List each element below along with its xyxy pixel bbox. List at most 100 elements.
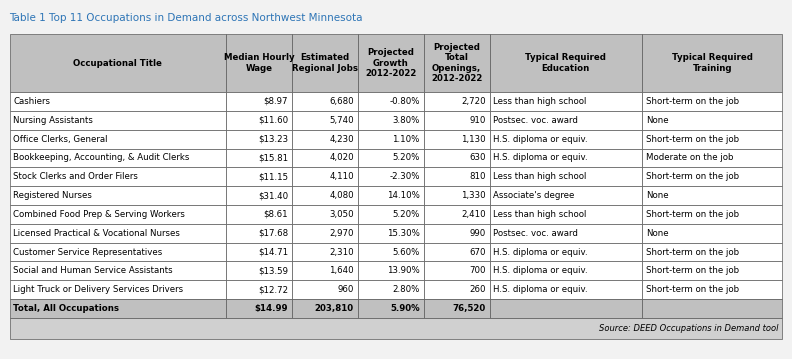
Bar: [642, 92, 782, 111]
Text: $13.59: $13.59: [258, 266, 288, 275]
Bar: [489, 299, 642, 318]
Text: Estimated
Regional Jobs: Estimated Regional Jobs: [292, 53, 358, 73]
Text: Typical Required
Training: Typical Required Training: [672, 53, 752, 73]
Text: $17.68: $17.68: [258, 229, 288, 238]
Text: Bookkeeping, Accounting, & Audit Clerks: Bookkeeping, Accounting, & Audit Clerks: [13, 153, 190, 162]
Text: None: None: [646, 191, 668, 200]
Text: H.S. diploma or equiv.: H.S. diploma or equiv.: [493, 285, 588, 294]
Text: Less than high school: Less than high school: [493, 210, 587, 219]
Bar: [489, 186, 642, 205]
Bar: [292, 130, 358, 149]
Bar: [292, 280, 358, 299]
Bar: [358, 130, 424, 149]
Bar: [292, 111, 358, 130]
Text: Short-term on the job: Short-term on the job: [646, 285, 739, 294]
Text: $11.15: $11.15: [258, 172, 288, 181]
Bar: [489, 205, 642, 224]
Text: $11.60: $11.60: [258, 116, 288, 125]
Text: Social and Human Service Assistants: Social and Human Service Assistants: [13, 266, 173, 275]
Text: Less than high school: Less than high school: [493, 97, 587, 106]
Bar: [227, 167, 292, 186]
Text: $14.71: $14.71: [258, 248, 288, 257]
Text: Projected
Growth
2012-2022: Projected Growth 2012-2022: [365, 48, 417, 78]
Text: Postsec. voc. award: Postsec. voc. award: [493, 116, 578, 125]
Bar: [358, 34, 424, 92]
Bar: [358, 186, 424, 205]
Text: 990: 990: [470, 229, 485, 238]
Bar: [358, 167, 424, 186]
Text: Short-term on the job: Short-term on the job: [646, 135, 739, 144]
Bar: [489, 111, 642, 130]
Bar: [642, 280, 782, 299]
Bar: [10, 149, 227, 167]
Text: Short-term on the job: Short-term on the job: [646, 210, 739, 219]
Text: 5.60%: 5.60%: [392, 248, 420, 257]
Text: 4,020: 4,020: [329, 153, 354, 162]
Bar: [10, 205, 227, 224]
Text: 4,230: 4,230: [329, 135, 354, 144]
Text: Short-term on the job: Short-term on the job: [646, 97, 739, 106]
Text: 4,080: 4,080: [329, 191, 354, 200]
Bar: [292, 34, 358, 92]
Bar: [10, 280, 227, 299]
Bar: [292, 224, 358, 243]
Bar: [424, 34, 489, 92]
Bar: [10, 111, 227, 130]
Bar: [424, 130, 489, 149]
Text: 13.90%: 13.90%: [387, 266, 420, 275]
Text: 5.20%: 5.20%: [392, 153, 420, 162]
Text: None: None: [646, 116, 668, 125]
Text: 5.90%: 5.90%: [390, 304, 420, 313]
Bar: [10, 261, 227, 280]
Bar: [642, 167, 782, 186]
Bar: [642, 299, 782, 318]
Text: Stock Clerks and Order Filers: Stock Clerks and Order Filers: [13, 172, 139, 181]
Bar: [10, 318, 782, 339]
Bar: [424, 243, 489, 261]
Bar: [292, 243, 358, 261]
Text: 3,050: 3,050: [329, 210, 354, 219]
Bar: [424, 280, 489, 299]
Bar: [424, 111, 489, 130]
Text: 2,720: 2,720: [461, 97, 485, 106]
Bar: [358, 205, 424, 224]
Bar: [292, 92, 358, 111]
Bar: [424, 92, 489, 111]
Text: $13.23: $13.23: [258, 135, 288, 144]
Text: 3.80%: 3.80%: [392, 116, 420, 125]
Text: H.S. diploma or equiv.: H.S. diploma or equiv.: [493, 153, 588, 162]
Bar: [642, 130, 782, 149]
Bar: [358, 149, 424, 167]
Text: Licensed Practical & Vocational Nurses: Licensed Practical & Vocational Nurses: [13, 229, 181, 238]
Text: Typical Required
Education: Typical Required Education: [525, 53, 606, 73]
Bar: [424, 205, 489, 224]
Text: 260: 260: [469, 285, 485, 294]
Bar: [489, 280, 642, 299]
Text: $12.72: $12.72: [258, 285, 288, 294]
Text: 14.10%: 14.10%: [386, 191, 420, 200]
Bar: [292, 261, 358, 280]
Text: 203,810: 203,810: [314, 304, 354, 313]
Text: Table 1 Top 11 Occupations in Demand across Northwest Minnesota: Table 1 Top 11 Occupations in Demand acr…: [10, 13, 363, 23]
Bar: [489, 261, 642, 280]
Text: 910: 910: [469, 116, 485, 125]
Text: 670: 670: [469, 248, 485, 257]
Text: H.S. diploma or equiv.: H.S. diploma or equiv.: [493, 266, 588, 275]
Bar: [227, 205, 292, 224]
Bar: [642, 224, 782, 243]
Bar: [10, 34, 227, 92]
Text: $14.99: $14.99: [254, 304, 288, 313]
Bar: [489, 224, 642, 243]
Text: 76,520: 76,520: [452, 304, 485, 313]
Text: Moderate on the job: Moderate on the job: [646, 153, 733, 162]
Bar: [10, 167, 227, 186]
Text: H.S. diploma or equiv.: H.S. diploma or equiv.: [493, 135, 588, 144]
Text: None: None: [646, 229, 668, 238]
Text: $8.97: $8.97: [264, 97, 288, 106]
Bar: [227, 261, 292, 280]
Bar: [642, 205, 782, 224]
Text: 5,740: 5,740: [329, 116, 354, 125]
Bar: [227, 243, 292, 261]
Bar: [227, 224, 292, 243]
Bar: [642, 34, 782, 92]
